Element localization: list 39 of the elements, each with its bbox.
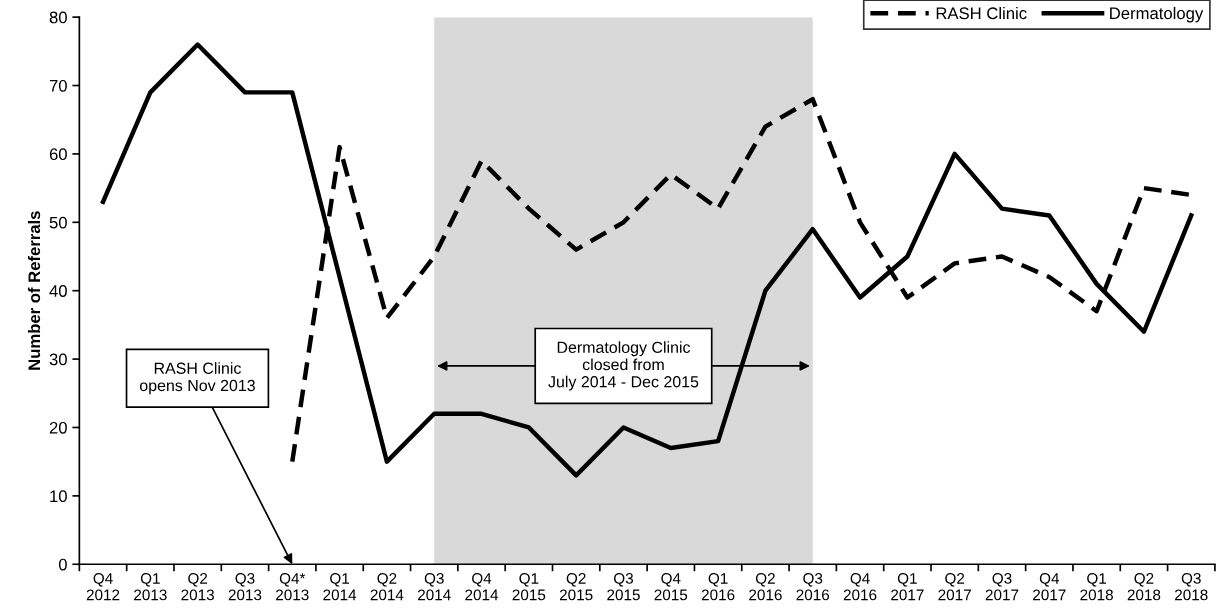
y-tick-label: 60: [49, 148, 67, 161]
y-axis-title: Number of Referrals: [27, 211, 41, 370]
x-tick-label: Q2 2017: [938, 573, 971, 601]
y-tick-label: 20: [49, 421, 67, 434]
y-tick-label: 30: [49, 353, 67, 366]
line-series: [100, 42, 1194, 478]
x-tick-label: Q4 2015: [654, 573, 688, 601]
x-tick-label: Q1 2013: [134, 573, 167, 601]
band-label: Dermatology Clinic closed from July 2014 - Dec 2015: [548, 341, 699, 391]
x-tick-label: Q1 2017: [891, 573, 924, 601]
x-tick-label: Q2 2015: [559, 573, 593, 601]
y-tick-label: 80: [49, 11, 67, 24]
x-tick-label: Q3 2016: [796, 573, 830, 601]
y-tick-label: 70: [49, 79, 67, 92]
x-tick-label: Q4 2017: [1033, 573, 1066, 601]
x-tick-label: Q2 2013: [181, 573, 214, 601]
x-tick-label: Q2 2018: [1127, 573, 1161, 601]
x-tick-label: Q3 2015: [607, 573, 640, 601]
y-tick-label: 40: [49, 285, 67, 297]
x-tick-label: Q4 2012: [86, 573, 120, 601]
y-tick-label: 0: [58, 558, 67, 571]
x-tick-label: Q1 2015: [512, 573, 546, 601]
x-tick-label: Q2 2014: [370, 573, 404, 601]
x-tick-label: Q1 2014: [323, 573, 357, 601]
legend-label: RASH Clinic: [936, 6, 1027, 20]
y-tick-label: 10: [50, 490, 67, 503]
x-tick-label: Q1 2016: [701, 573, 735, 601]
x-tick-label: Q2 2016: [749, 573, 782, 601]
x-tick-label: Q3 2014: [418, 573, 451, 601]
x-tick-label: Q3 2017: [985, 573, 1019, 601]
y-tick-label: 50: [49, 216, 67, 229]
x-tick-label: Q3 2013: [228, 573, 262, 601]
x-tick-label: Q4* 2013: [276, 573, 309, 601]
x-tick-label: Q3 2018: [1175, 573, 1208, 601]
x-tick-label: Q1 2018: [1080, 573, 1113, 601]
x-tick-label: Q4 2014: [465, 573, 499, 601]
legend-label: Dermatology: [1110, 6, 1204, 23]
annotation: RASH Clinic opens Nov 2013: [139, 362, 255, 395]
x-tick-label: Q4 2016: [843, 573, 877, 601]
